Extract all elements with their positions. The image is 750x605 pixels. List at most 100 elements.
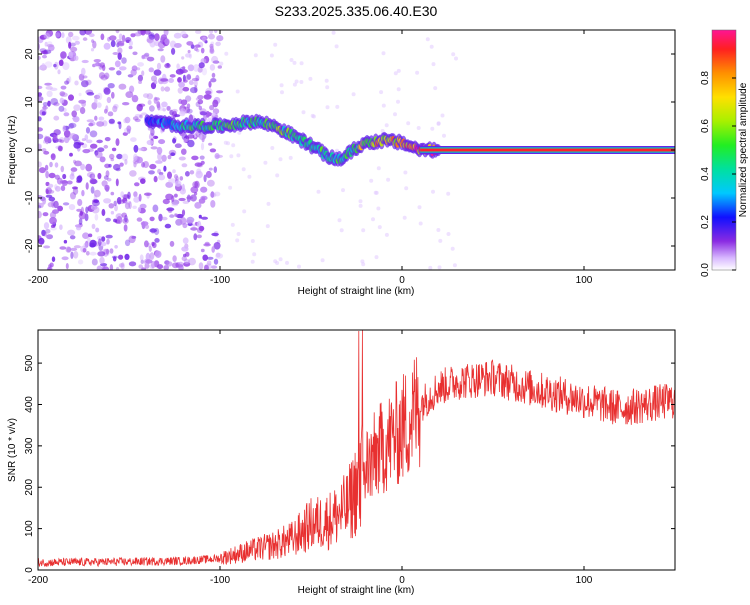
noise-blob [62, 62, 70, 71]
noise-blob [108, 163, 112, 168]
noise-blob [43, 222, 50, 230]
noise-blob [403, 170, 408, 175]
noise-blob [41, 148, 47, 152]
noise-blob [167, 171, 172, 179]
noise-blob [341, 188, 345, 193]
noise-blob [153, 80, 158, 85]
noise-blob [38, 95, 44, 102]
noise-blob [81, 189, 85, 197]
noise-blob [280, 90, 284, 95]
spectrogram-xlabel: Height of straight line (km) [298, 286, 415, 297]
noise-blob [161, 216, 168, 221]
noise-blob [92, 63, 96, 68]
y-tick-label: 400 [24, 396, 35, 413]
noise-blob [109, 264, 114, 270]
noise-blob [265, 224, 270, 229]
noise-blob [178, 197, 186, 202]
noise-blob [207, 179, 215, 187]
noise-blob [53, 115, 60, 121]
noise-blob [50, 224, 56, 228]
noise-blob [38, 202, 41, 207]
noise-blob [45, 188, 49, 195]
noise-blob [138, 80, 143, 84]
noise-blob [151, 75, 157, 82]
noise-blob [198, 62, 205, 69]
noise-blob [190, 194, 197, 202]
noise-blob [152, 204, 159, 213]
noise-blob [117, 121, 122, 125]
noise-blob [112, 256, 117, 262]
noise-blob [49, 216, 57, 225]
noise-blob [67, 137, 71, 141]
noise-blob [68, 41, 72, 49]
y-tick-label: 300 [24, 437, 35, 454]
noise-blob [187, 64, 195, 72]
noise-blob [62, 173, 67, 180]
noise-blob [121, 34, 126, 43]
noise-blob [43, 32, 51, 40]
noise-blob [59, 246, 67, 250]
noise-blob [194, 180, 200, 189]
noise-blob [380, 129, 385, 133]
noise-blob [89, 239, 97, 248]
noise-blob [186, 41, 194, 46]
noise-blob [78, 99, 87, 104]
noise-blob [199, 108, 207, 116]
noise-blob [111, 91, 115, 99]
noise-blob [374, 255, 379, 260]
noise-blob [185, 53, 191, 58]
noise-blob [116, 197, 122, 205]
noise-blob [438, 238, 443, 243]
x-tick-label: 100 [576, 275, 593, 286]
noise-blob [64, 80, 69, 85]
noise-blob [242, 209, 247, 214]
noise-blob [101, 236, 106, 242]
noise-blob [65, 246, 72, 253]
noise-blob [206, 260, 212, 266]
noise-blob [188, 80, 194, 86]
snr-ylabel: SNR (10 * v/v) [7, 418, 18, 482]
noise-blob [49, 161, 53, 168]
noise-blob [98, 72, 106, 79]
noise-blob [118, 83, 127, 90]
noise-blob [198, 262, 204, 270]
noise-blob [110, 40, 116, 48]
noise-blob [199, 134, 203, 140]
noise-blob [58, 105, 65, 112]
noise-blob [88, 233, 93, 238]
noise-blob [154, 250, 162, 258]
noise-blob [160, 55, 166, 63]
noise-blob [156, 101, 161, 109]
noise-blob [40, 50, 48, 55]
noise-blob [297, 264, 301, 269]
noise-blob [174, 213, 179, 218]
noise-blob [386, 177, 391, 182]
noise-blob [59, 137, 65, 143]
noise-blob [111, 255, 118, 259]
noise-blob [104, 108, 108, 114]
noise-blob [301, 110, 306, 115]
noise-blob [93, 59, 102, 63]
noise-blob [54, 174, 61, 180]
noise-blob [82, 75, 88, 79]
noise-blob [134, 182, 140, 187]
noise-blob [97, 147, 105, 152]
noise-blob [384, 232, 389, 237]
noise-blob [396, 87, 401, 92]
noise-blob [193, 233, 198, 241]
noise-blob [176, 213, 184, 219]
noise-blob [393, 71, 398, 76]
noise-blob [114, 60, 121, 68]
noise-blob [102, 266, 110, 270]
noise-blob [210, 200, 216, 208]
noise-blob [59, 139, 65, 144]
noise-blob [43, 231, 48, 237]
noise-blob [91, 223, 96, 230]
noise-blob [183, 138, 187, 143]
noise-blob [361, 228, 366, 233]
snr-panel: -200 -100 0 100 0 100 200 300 400 500 Height of … [7, 329, 676, 596]
noise-blob [154, 33, 160, 41]
noise-blob [140, 178, 146, 185]
noise-blob [80, 163, 86, 171]
noise-blob [105, 234, 113, 239]
